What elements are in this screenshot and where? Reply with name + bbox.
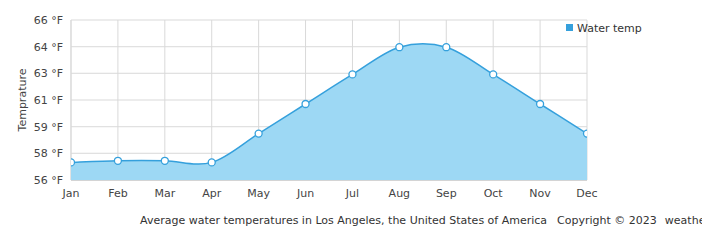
x-tick-label: Jan (62, 187, 80, 200)
x-tick-label: Apr (202, 187, 222, 200)
marker (71, 159, 75, 166)
marker (584, 130, 588, 137)
y-grid-line (71, 73, 587, 74)
x-tick-label: Jul (345, 187, 359, 200)
marker (490, 71, 497, 78)
x-tick-label: Dec (576, 187, 597, 200)
area (71, 44, 587, 180)
x-tick-label: Aug (389, 187, 410, 200)
y-tick-label: 56 °F (34, 174, 63, 187)
annotation: Copyright © 2023 (557, 214, 657, 227)
marker (396, 44, 403, 51)
line (71, 44, 587, 164)
x-tick-label: Nov (529, 187, 551, 200)
legend-swatch (566, 24, 573, 31)
legend-label: Water temp (577, 22, 642, 35)
x-tick-label: Jun (296, 187, 314, 200)
y-tick-label: 59 °F (34, 121, 63, 134)
x-tick-label: Sep (436, 187, 457, 200)
y-tick-label: 63 °F (34, 67, 63, 80)
x-grid-line (211, 20, 212, 180)
y-tick-label: 66 °F (34, 14, 63, 27)
x-tick-label: May (247, 187, 270, 200)
y-axis-title: Temprature (16, 68, 29, 132)
annotation: weather-and-climate.com (665, 214, 702, 227)
marker (349, 71, 356, 78)
marker (208, 159, 215, 166)
marker (114, 157, 121, 164)
x-tick-label: Oct (484, 187, 504, 200)
title: Average water temperatures in Los Angele… (140, 214, 547, 227)
chart: 56 °F 58 °F 59 °F 61 °F 63 °F 64 °F 66 °F Jan Fe… (0, 0, 702, 232)
y-grid-line (71, 46, 587, 47)
marker (302, 101, 309, 108)
x-grid-line (71, 20, 72, 180)
y-tick-label: 61 °F (34, 94, 63, 107)
marker (161, 157, 168, 164)
plot-area (71, 44, 587, 180)
x-tick-label: Mar (154, 187, 175, 200)
x-grid-line (164, 20, 165, 180)
y-tick-label: 58 °F (34, 147, 63, 160)
y-axis-line (71, 20, 72, 180)
marker (443, 44, 450, 51)
x-grid-line (117, 20, 118, 180)
y-tick-label: 64 °F (34, 41, 63, 54)
x-tick-label: Feb (108, 187, 127, 200)
marker (537, 101, 544, 108)
y-grid-line (71, 20, 587, 21)
marker (255, 130, 262, 137)
